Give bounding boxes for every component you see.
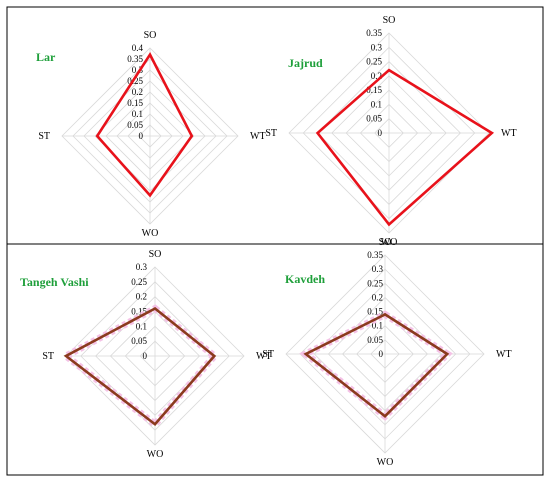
panel-title: Lar [36,50,56,64]
axis-label-wo: WO [377,457,394,468]
tick-label: 0 [379,349,384,359]
tick-label: 0.25 [367,278,383,288]
data-point-wt [213,355,216,357]
tick-label: 0.3 [372,264,384,274]
radar-panel-3: 0 0.05 0.1 0.15 0.2 0.25 0.3SO WT WO ST Tangeh Vas… [20,249,272,460]
tick-label: 0.2 [372,292,383,302]
axis-label-wo: WO [381,237,398,248]
tick-label: 0.05 [127,120,143,130]
tick-label: 0.2 [136,292,147,302]
radar-panels: 00.050.10.150.20.250.30.350.4SOWTWOSTLar… [20,15,517,468]
data-point-so [384,313,386,316]
tick-label: 0.25 [127,76,143,86]
radar-panel-1: 00.050.10.150.20.250.30.350.4SO WT WO ST Lar [36,30,266,239]
radar-panel-4: 0 0.05 0.1 0.15 0.2 0.25 0.3 0.35 SO WT WO ST Kavdeh [262,237,511,468]
axis-label-so: SO [383,15,396,26]
panel-title: Tangeh Vashi [20,275,89,289]
tick-label: 0.3 [132,65,144,75]
tick-label: 0.15 [127,98,143,108]
axis-label-st: ST [265,128,277,139]
data-point-wo [384,415,386,418]
tick-label: 0.3 [136,262,148,272]
axis-label-st: ST [38,131,50,142]
data-point-wt [191,135,193,137]
tick-label: 0.05 [367,335,383,345]
tick-label: 0.2 [132,87,143,97]
panel-title: Kavdeh [285,272,325,286]
data-point-so [388,69,390,71]
tick-label: 0.1 [371,99,382,109]
tick-label: 0.05 [366,114,382,124]
tick-label: 0.25 [131,277,147,287]
tick-label: 0.3 [371,42,383,52]
data-point-wo [149,194,151,197]
series-line [315,68,495,227]
tick-label: 0.1 [372,321,383,331]
axis-label-st: ST [262,349,274,360]
tick-label: 0.15 [367,307,383,317]
tick-label: 0.15 [131,307,147,317]
data-point-st [305,353,307,355]
tick-label: 0 [378,128,383,138]
data-point-so [154,307,156,310]
tick-label: 0.05 [131,336,147,346]
tick-label: 0 [143,351,148,361]
tick-label: 0.1 [132,109,143,119]
data-point-wt [491,132,493,134]
axis-label-wo: WO [147,449,164,460]
axis-label-wt: WT [250,131,266,142]
data-point-wo [154,423,156,426]
data-point-st [65,355,67,357]
data-point-wo [388,223,390,226]
data-point-st [316,132,319,134]
axis-label-so: SO [149,249,162,260]
axis-label-st: ST [42,351,54,362]
tick-label: 0.35 [366,28,382,38]
tick-label: 0.1 [136,321,147,331]
data-point-st [96,135,98,137]
panel-title: Jajrud [288,56,323,70]
tick-label: 0.2 [371,71,382,81]
axis-label-wt: WT [501,128,517,139]
figure-frame [6,6,544,476]
data-point-so [149,53,151,56]
axis-label-so: SO [379,237,392,248]
axis-label-wt: WT [256,351,272,362]
tick-label: 0.35 [127,54,143,64]
tick-label: 0 [139,131,144,141]
axis-label-so: SO [144,30,157,41]
tick-label: 0.35 [367,250,383,260]
axis-label-wt: WT [496,349,512,360]
tick-label: 0.15 [366,85,382,95]
axis-label-wo: WO [142,228,159,239]
tick-label: 0.4 [132,43,144,53]
data-point-wt [446,353,449,355]
tick-label: 0.25 [366,57,382,67]
